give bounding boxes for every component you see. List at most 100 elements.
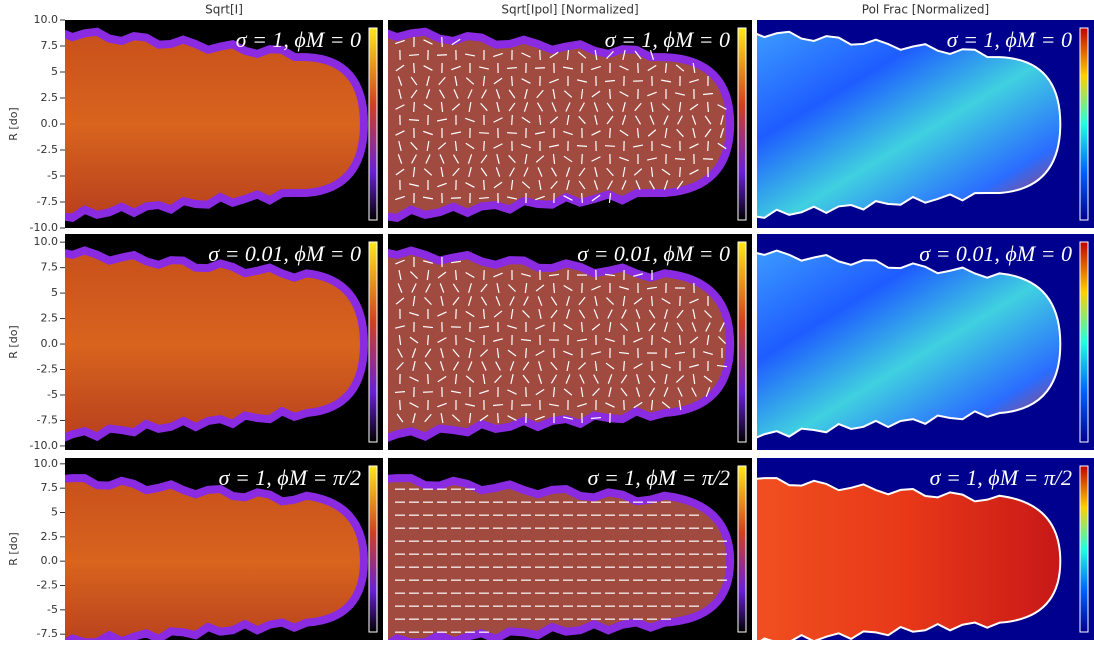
panel: σ = 0.01, ϕM = 0 — [60, 234, 383, 450]
colorbar — [1080, 28, 1088, 220]
polarization-vector — [484, 180, 485, 190]
y-tick-label: 2.5 — [41, 312, 59, 325]
y-tick-label: -7.5 — [37, 195, 58, 208]
panel: σ = 1, ϕM = π/2 — [60, 458, 383, 646]
annotation: σ = 1, ϕM = π/2 — [588, 465, 730, 490]
polarization-vector — [708, 102, 709, 112]
colorbar — [738, 466, 746, 632]
y-axis-label: R [do] — [7, 107, 20, 140]
colorbar — [738, 28, 746, 220]
panel: σ = 1, ϕM = 0 — [752, 20, 1094, 228]
y-tick-label: -7.5 — [37, 627, 58, 640]
y-tick-label: -5 — [47, 169, 58, 182]
annotation: σ = 0.01, ϕM = 0 — [577, 241, 730, 266]
y-tick-label: 7.5 — [41, 261, 59, 274]
colorbar — [1080, 242, 1088, 442]
polarization-vector — [484, 141, 485, 151]
panel: σ = 1, ϕM = 0 — [60, 20, 383, 228]
colorbar — [369, 466, 377, 632]
y-tick-label: 10.0 — [34, 13, 59, 26]
polarization-vector — [409, 120, 419, 121]
polarization-vector — [540, 50, 541, 60]
polarization-vector — [414, 63, 415, 73]
polarization-vector — [479, 133, 489, 134]
polarization-vector — [624, 361, 625, 371]
polarization-vector — [526, 348, 527, 358]
polarization-vector — [498, 413, 499, 423]
polarization-vector — [428, 374, 429, 384]
polarization-vector — [675, 159, 685, 160]
figure: Sqrt[I] Sqrt[Ipol] [Normalized] Pol Frac [… — [0, 0, 1094, 646]
annotation: σ = 1, ϕM = 0 — [605, 27, 730, 52]
panel: σ = 0.01, ϕM = 0 — [383, 234, 752, 450]
jet-shape — [752, 478, 1060, 646]
jet-shape — [752, 251, 1060, 440]
y-tick-label: 5 — [51, 65, 58, 78]
annotation: σ = 0.01, ϕM = 0 — [208, 241, 361, 266]
y-tick-label: 5 — [51, 506, 58, 519]
y-tick-label: 10.0 — [34, 457, 59, 470]
panel: σ = 1, ϕM = π/2 — [752, 458, 1094, 646]
y-tick-label: 7.5 — [41, 39, 59, 52]
polarization-vector — [610, 89, 611, 99]
panel: σ = 1, ϕM = π/2 — [383, 458, 752, 646]
colorbar — [738, 242, 746, 442]
y-tick-label: -7.5 — [37, 413, 58, 426]
y-axis-label: R [do] — [7, 325, 20, 358]
jet-shape — [383, 32, 730, 218]
polarization-vector — [400, 400, 401, 410]
polarization-vector — [582, 154, 583, 164]
y-tick-label: 0.0 — [41, 554, 59, 567]
polarization-vector — [507, 133, 517, 134]
jet-shape — [383, 478, 730, 646]
annotation: σ = 1, ϕM = 0 — [947, 27, 1072, 52]
polarization-vector — [624, 400, 625, 410]
polarization-vector — [577, 146, 587, 147]
polarization-vector — [526, 387, 527, 397]
y-tick-label: 5 — [51, 286, 58, 299]
y-tick-label: -2.5 — [37, 578, 58, 591]
y-tick-label: -5 — [47, 603, 58, 616]
jet-shape — [60, 251, 364, 440]
y-tick-label: 10.0 — [34, 235, 59, 248]
polarization-vector — [582, 193, 583, 203]
polarization-vector — [554, 283, 555, 293]
y-tick-label: 0.0 — [41, 337, 59, 350]
colorbar — [1080, 466, 1088, 632]
column-title: Sqrt[Ipol] [Normalized] — [501, 3, 638, 17]
polarization-vector — [610, 128, 611, 138]
panel: σ = 0.01, ϕM = 0 — [752, 234, 1094, 450]
polarization-vector — [395, 392, 405, 393]
column-title: Pol Frac [Normalized] — [862, 3, 989, 17]
jet-shape — [60, 32, 364, 218]
polarization-vector — [708, 141, 709, 151]
y-tick-label: 0.0 — [41, 117, 59, 130]
panel: σ = 1, ϕM = 0 — [383, 20, 752, 228]
y-tick-label: -10.0 — [30, 439, 58, 452]
colorbar — [369, 28, 377, 220]
polarization-vector — [456, 270, 457, 280]
y-tick-label: -2.5 — [37, 363, 58, 376]
column-title: Sqrt[I] — [205, 3, 243, 17]
polarization-vector — [680, 167, 681, 177]
annotation: σ = 0.01, ϕM = 0 — [919, 241, 1072, 266]
y-tick-label: -10.0 — [30, 221, 58, 234]
annotation: σ = 1, ϕM = 0 — [236, 27, 361, 52]
y-tick-label: -2.5 — [37, 143, 58, 156]
y-tick-label: 7.5 — [41, 481, 59, 494]
polarization-vector — [638, 63, 639, 73]
polarization-vector — [703, 159, 713, 160]
polarization-vector — [512, 76, 513, 86]
jet-shape — [383, 251, 730, 440]
y-tick-label: 2.5 — [41, 530, 59, 543]
polarization-vector — [409, 55, 419, 56]
jet-shape — [752, 32, 1060, 218]
polarization-vector — [428, 335, 429, 345]
annotation: σ = 1, ϕM = π/2 — [930, 465, 1072, 490]
polarization-vector — [512, 115, 513, 125]
colorbar — [369, 242, 377, 442]
annotation: σ = 1, ϕM = π/2 — [219, 465, 361, 490]
polarization-vector — [442, 37, 443, 47]
y-axis-label: R [do] — [7, 532, 20, 565]
polarization-vector — [605, 146, 615, 147]
